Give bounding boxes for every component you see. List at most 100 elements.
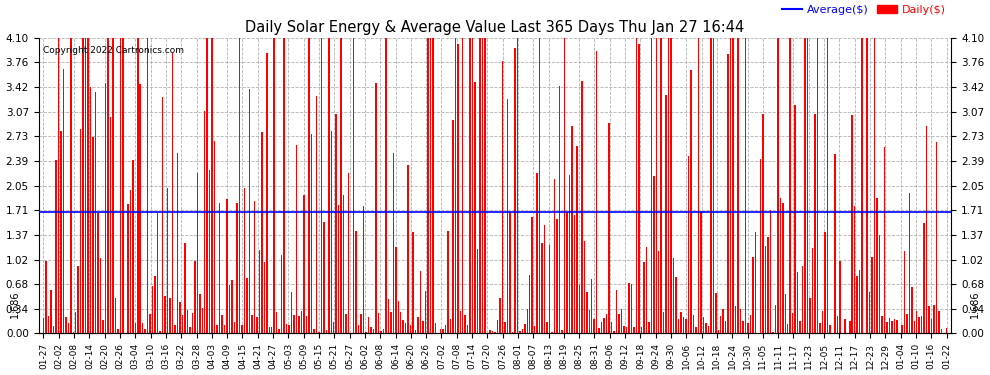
Bar	[534, 326, 536, 333]
Bar	[650, 38, 652, 333]
Bar	[884, 147, 885, 333]
Bar	[477, 249, 478, 333]
Bar	[199, 294, 201, 333]
Bar	[794, 105, 796, 333]
Bar	[544, 225, 545, 333]
Bar	[718, 330, 719, 333]
Bar	[276, 312, 277, 333]
Bar	[529, 275, 531, 333]
Bar	[777, 38, 778, 333]
Bar	[532, 217, 533, 333]
Bar	[242, 325, 243, 333]
Bar	[251, 315, 252, 333]
Bar	[420, 271, 422, 333]
Bar	[237, 202, 238, 333]
Bar	[807, 38, 808, 333]
Bar	[229, 285, 231, 333]
Bar	[151, 286, 153, 333]
Bar	[120, 38, 121, 333]
Bar	[202, 308, 203, 333]
Bar	[840, 261, 841, 333]
Bar	[227, 199, 228, 333]
Bar	[593, 319, 595, 333]
Bar	[328, 38, 330, 333]
Bar	[909, 193, 910, 333]
Bar	[827, 38, 829, 333]
Bar	[583, 242, 585, 333]
Bar	[212, 38, 213, 333]
Bar	[854, 206, 855, 333]
Bar	[797, 273, 798, 333]
Bar	[769, 210, 771, 333]
Bar	[207, 38, 208, 333]
Bar	[273, 38, 275, 333]
Bar	[772, 332, 773, 333]
Bar	[668, 38, 669, 333]
Bar	[263, 262, 265, 333]
Bar	[222, 315, 223, 333]
Bar	[492, 331, 493, 333]
Bar	[390, 312, 392, 333]
Bar	[499, 298, 501, 333]
Bar	[578, 285, 580, 333]
Bar	[792, 313, 793, 333]
Bar	[715, 293, 717, 333]
Bar	[234, 322, 236, 333]
Bar	[609, 123, 610, 333]
Bar	[283, 38, 285, 333]
Bar	[224, 325, 226, 333]
Bar	[367, 316, 369, 333]
Bar	[685, 319, 687, 333]
Bar	[472, 38, 473, 333]
Bar	[614, 331, 615, 333]
Bar	[43, 318, 45, 333]
Bar	[413, 232, 414, 333]
Legend: Average($), Daily($): Average($), Daily($)	[782, 4, 945, 15]
Bar	[239, 38, 241, 333]
Bar	[293, 315, 295, 333]
Bar	[372, 329, 374, 333]
Bar	[563, 38, 565, 333]
Bar	[690, 70, 692, 333]
Bar	[479, 38, 481, 333]
Bar	[387, 299, 389, 333]
Bar	[258, 250, 260, 333]
Bar	[164, 296, 165, 333]
Bar	[859, 270, 860, 333]
Bar	[398, 301, 399, 333]
Bar	[52, 326, 54, 333]
Bar	[537, 172, 538, 333]
Bar	[338, 205, 340, 333]
Bar	[663, 312, 664, 333]
Bar	[891, 321, 893, 333]
Bar	[65, 317, 66, 333]
Bar	[830, 326, 831, 333]
Bar	[484, 38, 486, 333]
Bar	[802, 266, 803, 333]
Bar	[321, 38, 322, 333]
Bar	[616, 291, 618, 333]
Bar	[542, 243, 543, 333]
Bar	[105, 83, 106, 333]
Bar	[107, 38, 109, 333]
Bar	[673, 258, 674, 333]
Bar	[869, 292, 870, 333]
Bar	[747, 323, 748, 333]
Bar	[256, 317, 257, 333]
Bar	[708, 326, 709, 333]
Bar	[931, 319, 933, 333]
Bar	[303, 195, 305, 333]
Bar	[464, 315, 466, 333]
Bar	[244, 188, 246, 333]
Bar	[459, 310, 461, 333]
Bar	[209, 170, 211, 333]
Bar	[326, 330, 327, 333]
Bar	[447, 231, 448, 333]
Bar	[55, 160, 56, 333]
Bar	[360, 314, 361, 333]
Bar	[844, 319, 845, 333]
Bar	[929, 306, 930, 333]
Bar	[110, 117, 111, 333]
Bar	[219, 202, 221, 333]
Bar	[443, 329, 444, 333]
